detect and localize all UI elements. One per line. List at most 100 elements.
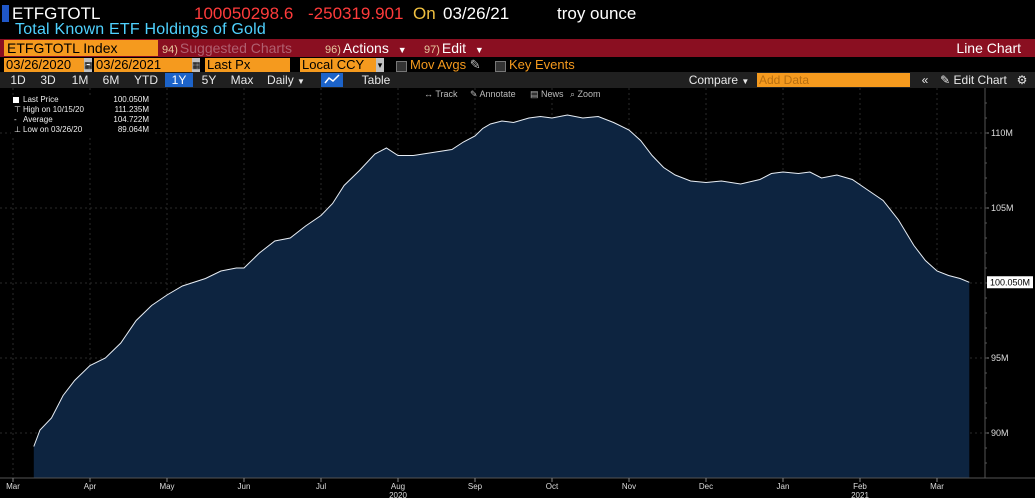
average-marker-icon: - <box>14 115 17 124</box>
dropdown-arrow-icon: ▼ <box>397 45 407 55</box>
security-description: Total Known ETF Holdings of Gold <box>15 21 266 38</box>
zoom-label: Zoom <box>577 89 601 99</box>
frequency-select[interactable]: Daily ▼ <box>263 73 309 87</box>
suggested-label: Suggested Charts <box>179 40 292 56</box>
quote-date: 03/26/21 <box>443 4 510 23</box>
legend-swatch <box>13 97 19 103</box>
key-events-label[interactable]: Key Events <box>509 57 575 72</box>
mov-avgs-label[interactable]: Mov Avgs ✎ <box>410 57 481 73</box>
calendar-icon[interactable]: ▦ <box>84 58 93 72</box>
series-line <box>33 114 970 447</box>
unit-label: troy ounce <box>557 4 637 23</box>
last-value-marker: 100.050M <box>987 276 1033 289</box>
x-tick-label: Mar <box>6 482 20 491</box>
edit-chart-button[interactable]: ✎ Edit Chart <box>936 73 1011 87</box>
x-tick-label: Jun <box>238 482 251 491</box>
chevron-down-icon: ▼ <box>297 77 305 86</box>
add-data-input[interactable]: Add Data <box>757 73 910 87</box>
gear-icon[interactable]: ⚙ <box>1016 73 1028 87</box>
y-tick-label: 95M <box>991 353 1009 363</box>
range-1m-button[interactable]: 1M <box>71 73 89 87</box>
suggested-charts-button[interactable]: 94) Suggested Charts <box>162 40 292 56</box>
line-chart: 90M95M100M105M110M MarAprMayJunJulAugSep… <box>0 88 1035 498</box>
x-tick-label: Mar <box>930 482 944 491</box>
start-date-input[interactable]: 03/26/2020 <box>4 58 84 72</box>
zoom-tool[interactable]: ⌕ Zoom <box>570 89 601 99</box>
actions-label: Actions <box>342 40 389 56</box>
legend-row-last: Last Price 100.050M <box>11 95 152 105</box>
x-tick-label: Apr <box>84 482 97 491</box>
actions-menu-button[interactable]: 96) Actions ▼ <box>325 40 407 56</box>
mov-avgs-text: Mov Avgs <box>410 57 467 72</box>
x-axis-ticks: Mar Apr May Jun Jul Aug Sep Oct Nov Dec Jan Feb Mar 2… <box>6 478 944 498</box>
legend-label: High on 10/15/20 <box>23 105 84 114</box>
legend-value: 111.235M <box>114 105 149 114</box>
legend-label: Last Price <box>23 95 59 104</box>
legend-row-high: ⊤ High on 10/15/20 111.235M <box>11 105 152 115</box>
date-separator: - <box>86 56 91 71</box>
ticker-marker <box>2 5 9 22</box>
compare-menu[interactable]: Compare ▼ <box>686 73 752 87</box>
line-chart-toggle-icon[interactable] <box>321 73 343 87</box>
legend-row-average: - Average 104.722M <box>11 115 152 125</box>
compare-label: Compare <box>688 73 739 87</box>
range-6m-button[interactable]: 6M <box>102 73 120 87</box>
line-chart-icon <box>324 74 340 84</box>
annotate-tool[interactable]: ✎ Annotate <box>470 89 516 99</box>
frequency-label: Daily <box>267 73 294 87</box>
on-label: On <box>413 4 436 23</box>
track-label: Track <box>435 89 458 99</box>
last-value-label: 100.050M <box>990 277 1030 287</box>
legend-value: 89.064M <box>117 125 149 134</box>
actions-number: 96) <box>325 44 341 56</box>
legend-value: 100.050M <box>113 95 149 104</box>
range-max-button[interactable]: Max <box>230 73 254 87</box>
news-tool[interactable]: ▤ News <box>530 89 564 99</box>
range-3d-button[interactable]: 3D <box>40 73 56 87</box>
x-tick-label: Dec <box>699 482 713 491</box>
dropdown-arrow-icon: ▼ <box>474 45 484 55</box>
function-toolbar <box>0 39 1035 57</box>
legend-label: Low on 03/26/20 <box>23 125 83 134</box>
edit-label: Edit <box>441 40 467 56</box>
pencil-icon: ✎ <box>940 73 951 87</box>
key-events-checkbox[interactable] <box>495 61 506 72</box>
legend-row-low: ⊥ Low on 03/26/20 89.064M <box>11 125 152 135</box>
x-tick-label: May <box>159 482 174 491</box>
year-label: 2020 <box>389 491 407 498</box>
collapse-icon[interactable]: « <box>921 73 929 87</box>
news-label: News <box>541 89 564 99</box>
end-date-input[interactable]: 03/26/2021 <box>94 58 192 72</box>
chart-legend: Last Price 100.050M ⊤ High on 10/15/20 1… <box>11 95 152 135</box>
annotate-label: Annotate <box>479 89 516 99</box>
x-tick-label: Aug <box>391 482 405 491</box>
table-view-button[interactable]: Table <box>361 73 391 87</box>
currency-select[interactable]: Local CCY <box>300 58 376 72</box>
pencil-icon[interactable]: ✎ <box>469 57 481 72</box>
range-5y-button[interactable]: 5Y <box>201 73 217 87</box>
x-tick-label: Feb <box>853 482 867 491</box>
range-1y-button[interactable]: 1Y <box>165 73 193 87</box>
area-fill <box>33 115 970 478</box>
y-tick-label: 105M <box>991 203 1014 213</box>
security-field[interactable]: ETFGTOTL Index <box>4 40 158 56</box>
edit-number: 97) <box>424 44 440 56</box>
ticker-symbol[interactable]: ETFGTOTL <box>12 4 101 23</box>
chevron-down-icon[interactable]: ▾ <box>376 58 384 72</box>
year-label: 2021 <box>851 491 869 498</box>
range-ytd-button[interactable]: YTD <box>134 73 158 87</box>
range-1d-button[interactable]: 1D <box>10 73 26 87</box>
chart-type-label: Line Chart <box>956 40 1021 56</box>
x-tick-label: Jan <box>777 482 790 491</box>
edit-menu-button[interactable]: 97) Edit ▼ <box>424 40 484 56</box>
high-marker-icon: ⊤ <box>14 105 21 114</box>
price-field-select[interactable]: Last Px <box>205 58 290 72</box>
last-value: 100050298.6 <box>194 4 294 23</box>
mov-avgs-checkbox[interactable] <box>396 61 407 72</box>
track-tool[interactable]: ↔ Track <box>424 89 458 99</box>
y-tick-label: 90M <box>991 428 1009 438</box>
calendar-icon[interactable]: ▦ <box>192 58 201 72</box>
x-tick-label: Nov <box>622 482 636 491</box>
x-tick-label: Jul <box>316 482 326 491</box>
low-marker-icon: ⊥ <box>14 125 21 134</box>
